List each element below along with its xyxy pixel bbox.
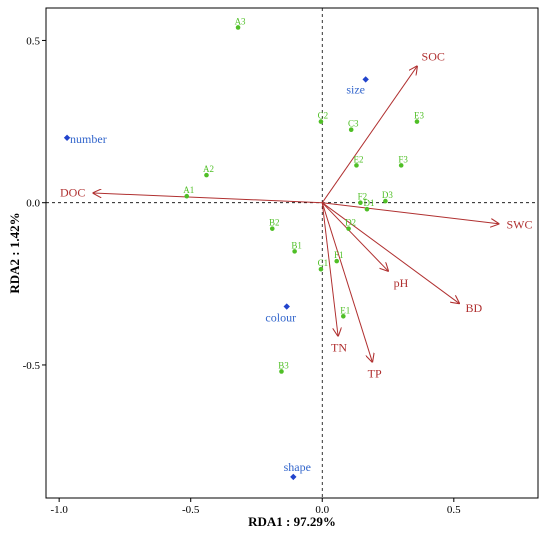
site-point xyxy=(383,198,388,204)
site-points: A1 A2 A3 B1 B2 B3 C1 C2 C3 D1 D2 D3 E1 E2 E3 F1 F2 F3 xyxy=(183,16,424,374)
factor-label: size xyxy=(346,82,365,96)
x-tick-label: -1.0 xyxy=(50,504,68,516)
site-label: A2 xyxy=(203,164,214,174)
factor-label: number xyxy=(70,132,107,146)
site-label: E3 xyxy=(414,111,424,121)
env-arrow xyxy=(322,202,498,224)
site-label: B2 xyxy=(269,218,280,228)
site-label: A3 xyxy=(235,16,246,26)
env-label: TP xyxy=(368,367,382,381)
factor-points: size number colour shape xyxy=(63,76,369,481)
env-label: DOC xyxy=(60,186,85,200)
site-point xyxy=(354,163,359,168)
site-point xyxy=(318,119,324,124)
site-label: F3 xyxy=(398,154,408,164)
site-label: A1 xyxy=(183,185,194,195)
site-label: D2 xyxy=(345,218,356,228)
env-arrow xyxy=(321,202,388,271)
factor-point xyxy=(63,134,71,142)
site-label: B1 xyxy=(291,240,302,250)
site-label: C2 xyxy=(318,111,329,121)
factor-point xyxy=(362,76,369,83)
y-tick-label: 0.5 xyxy=(26,35,40,47)
factor-point xyxy=(290,473,297,481)
y-tick-label: -0.5 xyxy=(23,360,41,372)
site-point xyxy=(398,163,404,168)
site-point xyxy=(364,206,370,212)
site-point xyxy=(348,127,354,132)
factor-label: shape xyxy=(284,460,311,474)
site-label: C1 xyxy=(318,258,329,268)
site-label: C3 xyxy=(348,119,359,129)
site-point xyxy=(279,369,284,374)
env-label: BD xyxy=(466,301,483,315)
site-point xyxy=(184,193,190,199)
site-label: F1 xyxy=(334,250,344,260)
site-point xyxy=(358,200,363,206)
environmental-vectors: SOC DOC SWC pH BD TN TP xyxy=(60,49,532,380)
site-point xyxy=(292,249,297,254)
site-point xyxy=(346,226,351,231)
site-point xyxy=(318,266,324,272)
env-arrow xyxy=(321,202,372,362)
y-tick-label: 0.0 xyxy=(26,198,40,210)
y-axis-title: RDA2 : 1.42% xyxy=(7,212,22,293)
env-label: SOC xyxy=(422,49,445,63)
site-point xyxy=(235,25,241,30)
env-label: TN xyxy=(331,341,347,355)
y-axis: -0.5 0.0 0.5 xyxy=(23,35,46,372)
x-tick-label: 0.0 xyxy=(315,504,329,516)
site-point xyxy=(341,313,346,319)
env-arrow xyxy=(321,66,417,203)
site-point xyxy=(414,119,420,124)
x-tick-label: -0.5 xyxy=(182,504,200,516)
factor-point xyxy=(283,303,290,310)
site-label: D3 xyxy=(382,190,393,200)
plot-frame xyxy=(45,7,539,499)
x-axis-title: RDA1 : 97.29% xyxy=(248,514,336,529)
env-arrow xyxy=(321,202,459,304)
factor-label: colour xyxy=(265,311,296,325)
site-point xyxy=(334,258,340,264)
env-arrow xyxy=(93,193,323,204)
site-point xyxy=(269,226,275,231)
site-label: D1 xyxy=(363,198,374,208)
env-arrow xyxy=(321,202,338,336)
x-tick-label: 0.5 xyxy=(447,504,461,516)
site-point xyxy=(204,172,209,178)
env-label: SWC xyxy=(506,218,532,232)
env-label: pH xyxy=(394,276,409,290)
site-label: E2 xyxy=(353,154,363,164)
site-label: F2 xyxy=(358,192,368,202)
site-label: B3 xyxy=(278,360,289,370)
x-axis: -1.0 -0.5 0.0 0.5 xyxy=(50,498,461,516)
site-label: E1 xyxy=(340,305,350,315)
